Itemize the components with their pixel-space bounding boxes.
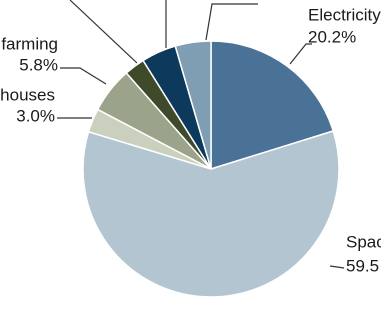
leader-line (205, 3, 258, 41)
slice-value: 59.5 (346, 256, 379, 275)
leader-lines (57, 0, 345, 269)
pie-slice (174, 40, 212, 170)
pie-slice (210, 40, 335, 171)
slice-value: 20.2% (308, 27, 356, 46)
slice-label: farming (1, 34, 58, 53)
leader-line (69, 0, 138, 64)
slice-label: Spac (346, 232, 381, 251)
leader-line (60, 67, 107, 85)
slice-label: Electricity (308, 5, 381, 24)
slice-value: 5.8% (19, 55, 58, 74)
slice-value: 3.0% (16, 106, 55, 125)
slice-label: houses (0, 85, 55, 104)
leader-line (329, 265, 345, 269)
leader-line (289, 43, 312, 65)
pie-slice (82, 130, 340, 298)
